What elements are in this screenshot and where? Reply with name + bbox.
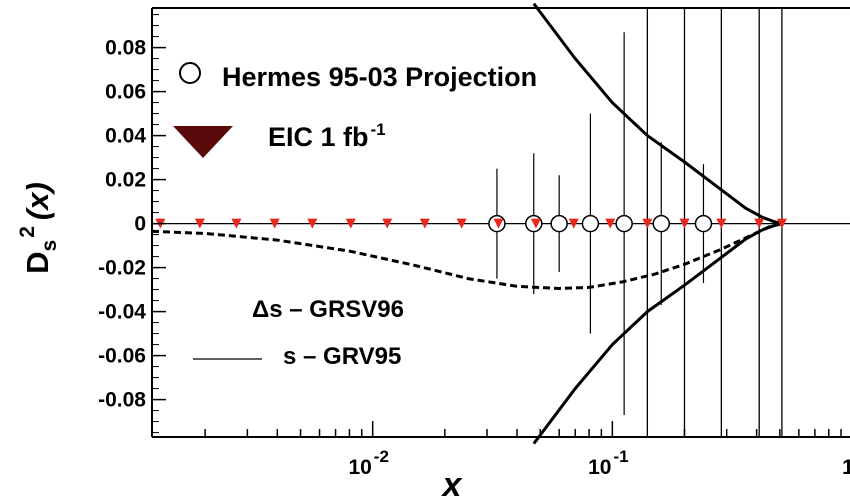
y-tick-label: -0.06	[98, 345, 146, 368]
hermes-point	[652, 214, 671, 233]
y-tick-label: 0.06	[105, 81, 146, 104]
plot-frame	[151, 7, 850, 438]
eic-point	[269, 218, 280, 229]
x-tick-label: 10 -2	[348, 447, 388, 479]
eic-point	[605, 218, 616, 229]
legend-bottom: Δs – GRSV96 s – GRV95	[193, 296, 404, 370]
series-line-3	[532, 2, 783, 226]
eic-point	[493, 218, 504, 229]
eic-point	[231, 218, 242, 229]
y-tick-label: -0.08	[98, 389, 146, 412]
svg-text:Ds2(x): Ds2(x)	[16, 182, 61, 274]
legend-grv-label: s – GRV95	[283, 343, 401, 370]
eic-point	[307, 218, 318, 229]
series-line-2	[151, 222, 783, 291]
eic-point	[568, 218, 579, 229]
series-line-4	[532, 222, 783, 445]
y-tick-label: -0.02	[98, 257, 146, 280]
eic-point	[345, 218, 356, 229]
legend-top: Hermes 95-03 Projection EIC 1 fb -1	[173, 62, 537, 158]
eic-point	[679, 218, 690, 229]
eic-point	[382, 218, 393, 229]
legend-grsv-label: Δs – GRSV96	[252, 296, 404, 323]
eic-point	[456, 218, 467, 229]
eic-point	[776, 218, 787, 229]
hermes-point	[694, 214, 713, 233]
eic-point	[194, 218, 205, 229]
x-tick-label: 10 -1	[588, 447, 628, 479]
legend-eic-label: EIC 1 fb -1	[268, 120, 386, 152]
axes: 0.08 0.06 0.04 0.02 0 -0.02 -0.04 -0.06 -0.08 10-…	[98, 14, 850, 479]
eic-point	[754, 218, 765, 229]
eic-point	[716, 218, 727, 229]
hermes-point	[581, 214, 600, 233]
x-axis-title: x	[441, 466, 464, 499]
legend-hermes-label: Hermes 95-03 Projection	[222, 62, 537, 92]
legend-hermes-marker	[179, 62, 201, 84]
y-axis-title: Ds2(x)	[16, 182, 61, 274]
eic-point	[642, 218, 653, 229]
hermes-point	[550, 214, 568, 233]
y-tick-label: 0.08	[105, 37, 146, 60]
y-tick-label: 0.04	[105, 125, 146, 148]
x-tick-label: 1	[842, 456, 850, 479]
y-tick-label: 0	[134, 213, 146, 236]
eic-point	[419, 218, 430, 229]
eic-point	[530, 218, 541, 229]
y-tick-label: -0.04	[98, 301, 146, 324]
y-tick-label: 0.02	[105, 169, 146, 192]
legend-eic-marker	[173, 126, 233, 158]
data-layer	[151, 2, 850, 445]
hermes-point	[615, 214, 633, 233]
